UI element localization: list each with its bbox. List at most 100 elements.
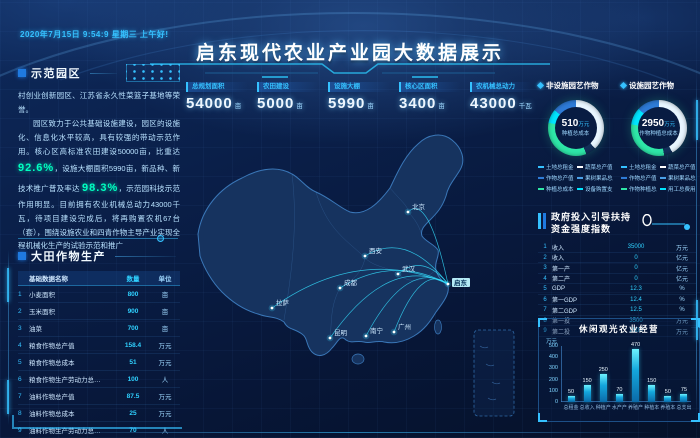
- bar-column[interactable]: 75 总支出: [676, 387, 692, 411]
- divider-line: [115, 255, 176, 257]
- y-tick-label: 200: [548, 376, 558, 383]
- frame-accent: [696, 300, 698, 340]
- bar[interactable]: [583, 385, 591, 402]
- circle-line-decoration: [642, 214, 691, 230]
- bar-column[interactable]: 70 水产产: [611, 387, 627, 411]
- table-cell: 第一GDP: [552, 298, 578, 305]
- table-cell: 人: [161, 377, 169, 384]
- table-cell: 70: [129, 426, 137, 434]
- kpi-value: 3400 亩: [399, 95, 461, 112]
- table-cell: 0: [634, 275, 638, 282]
- donut-chart[interactable]: 2950万元 作物种植总成本: [630, 100, 687, 156]
- table-row: 9 油料作物生产劳动力总… 70 人: [18, 422, 180, 438]
- city-marker[interactable]: [338, 286, 342, 290]
- kpi-label: 总规划面积: [186, 82, 248, 92]
- field-crops-table: 基础数据名称 数量 单位 1 小麦面积 800 亩 2 玉米面积 900 亩 3 油菜 700 亩 4 粮…: [18, 271, 180, 438]
- table-cell: 5: [543, 286, 547, 293]
- city-marker[interactable]: [396, 272, 400, 276]
- legend-item: 设备购置支出: [577, 185, 613, 193]
- table-cell: 12.4: [630, 296, 642, 303]
- bar[interactable]: [599, 374, 607, 402]
- bar-column[interactable]: 250 种植产: [595, 367, 611, 411]
- kpi-value: 5000 亩: [257, 95, 319, 112]
- city-marker[interactable]: [446, 282, 450, 286]
- table-cell: 第二投: [552, 329, 571, 336]
- bar[interactable]: [632, 349, 640, 402]
- legend-item: 作物种植总成本: [621, 185, 657, 193]
- table-cell: 800: [127, 290, 139, 298]
- table-cell: 35000: [627, 244, 645, 251]
- flight-arc: [407, 208, 449, 285]
- table-cell: %: [679, 307, 685, 314]
- park-text-segment: 园区致力于公共基础设施建设，园区的设施化、信息化水平较高，具有较强的带动示范作用…: [18, 119, 180, 156]
- table-cell: 收入: [552, 256, 565, 263]
- table-cell: 9: [18, 426, 22, 434]
- park-paragraph-2: 园区致力于公共基础设施建设，园区的设施化、信息化水平较高，具有较强的带动示范作用…: [18, 117, 180, 253]
- bar-column[interactable]: 150 种植本: [644, 378, 660, 411]
- y-tick-label: 0: [554, 399, 558, 405]
- bar[interactable]: [664, 396, 672, 402]
- table-row: 1 收入 35000 万元: [538, 242, 696, 253]
- legend-swatch-icon: [660, 177, 666, 179]
- bar[interactable]: [680, 394, 688, 402]
- bar[interactable]: [615, 394, 623, 402]
- table-cell: 粮食作物总成本: [29, 360, 75, 367]
- bar[interactable]: [567, 396, 575, 402]
- bar-column[interactable]: 50 总租金: [563, 389, 579, 411]
- table-cell: 700: [127, 324, 139, 332]
- table-cell: 亩: [161, 292, 169, 299]
- bar-chart[interactable]: 万元 0 100 200 300 400 500 50 总租金 150 总收入 250 种植产 70 水…: [544, 335, 694, 415]
- kpi-unit: 亩: [296, 103, 303, 110]
- table-cell: 900: [127, 307, 139, 315]
- y-axis-line: [561, 346, 562, 402]
- bar-column[interactable]: 150 总收入: [579, 378, 595, 411]
- leisure-agriculture-panel: 休闲观光农业经营 万元 0 100 200 300 400 500 50 总租金 150 总收入…: [538, 318, 700, 422]
- table-cell: 0: [634, 254, 638, 261]
- legend-item: 土地总租金: [621, 163, 657, 171]
- city-marker[interactable]: [328, 336, 332, 340]
- city-marker[interactable]: [406, 210, 410, 214]
- bar-column[interactable]: 470 养殖产: [628, 342, 644, 411]
- table-cell: 6: [18, 375, 22, 383]
- bars-icon: [538, 213, 546, 229]
- highlight-city-label: 启东: [454, 278, 468, 287]
- corner-bracket-icon: [691, 318, 700, 328]
- datetime-text: 2020年7月15日 9:54:9 星期三 上午好!: [20, 30, 169, 39]
- city-marker[interactable]: [270, 306, 274, 310]
- city-marker[interactable]: [392, 330, 396, 334]
- table-cell: 万元: [158, 343, 172, 350]
- flight-arc: [364, 247, 449, 285]
- highlight-city-tag[interactable]: [452, 278, 470, 287]
- field-crops-body: 1 小麦面积 800 亩 2 玉米面积 900 亩 3 油菜 700 亩 4 粮食作物总产值 158.4 万元…: [18, 286, 180, 438]
- diamond-icon: [536, 81, 545, 90]
- donut-unit: 万元: [578, 121, 590, 128]
- legend-swatch-icon: [538, 166, 544, 168]
- kpi-stat: 设施大棚 5990 亩: [328, 82, 390, 112]
- table-row: 3 第一产 0 亿元: [538, 263, 696, 274]
- city-marker[interactable]: [363, 254, 367, 258]
- corner-bracket-icon: [538, 318, 547, 327]
- bar-column[interactable]: 50 养殖本: [660, 389, 676, 411]
- donut-chart[interactable]: 510万元 种植总成本: [547, 100, 604, 156]
- kpi-label: 农田建设: [257, 82, 319, 92]
- table-cell: 8: [543, 317, 547, 324]
- field-crops-title: 大田作物生产: [31, 251, 106, 263]
- title-decoration: [150, 63, 550, 78]
- city-label: 武汉: [402, 264, 416, 273]
- table-cell: 100: [127, 375, 139, 383]
- government-title-line1: 政府投入引导扶持: [551, 212, 632, 222]
- bar[interactable]: [648, 385, 656, 402]
- legend-item: 果树果品总产值: [660, 174, 696, 182]
- table-row: 6 粮食作物生产劳动力总… 100 人: [18, 371, 180, 388]
- donut-legend: 土地总租金蔬菜总产值作物总产值果树果品总产值种植总成本设备购置支出: [538, 163, 613, 193]
- y-axis-label: 万元: [546, 339, 558, 345]
- legend-swatch-icon: [577, 177, 583, 179]
- city-marker[interactable]: [364, 334, 368, 338]
- kpi-stat: 农田建设 5000 亩: [257, 82, 319, 112]
- city-label: 拉萨: [276, 298, 290, 307]
- park-text-segment: ，设施大棚面积5990亩，新品种、新技术推广普及率达: [18, 164, 180, 194]
- table-cell: 亿元: [675, 277, 688, 284]
- circuit-divider: [18, 235, 178, 247]
